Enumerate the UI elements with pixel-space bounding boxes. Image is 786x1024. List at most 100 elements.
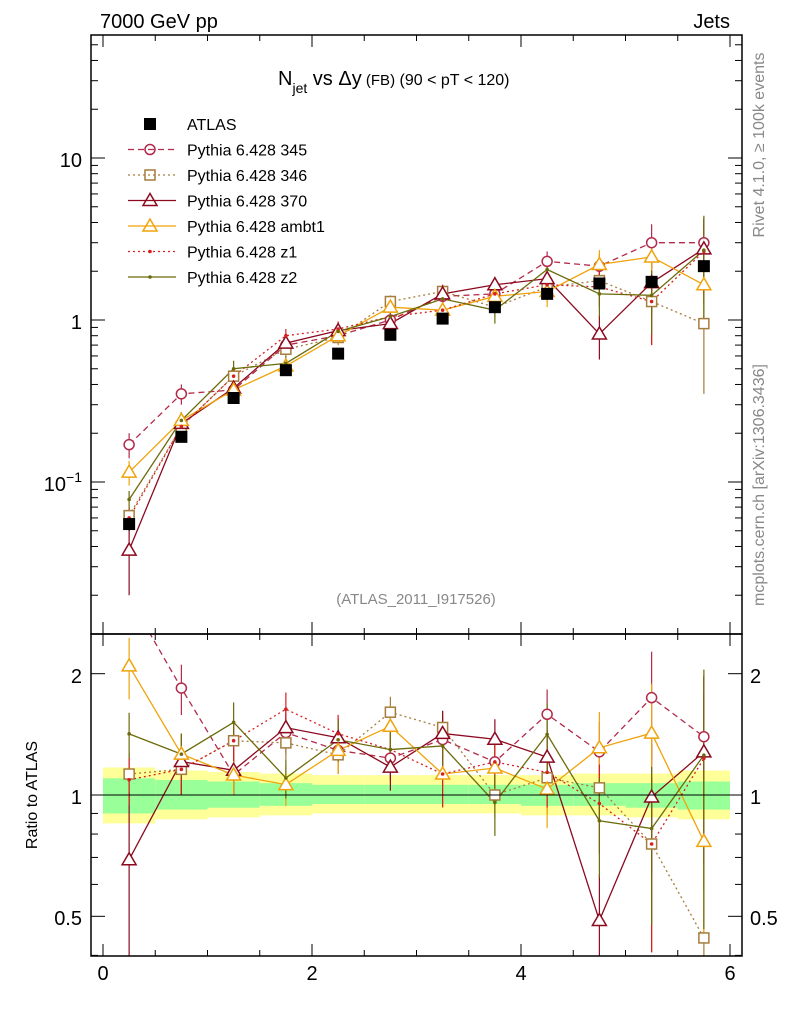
series-point [336,329,340,334]
ratio-point [649,842,654,846]
ratio-point [231,720,236,725]
series-point [277,334,295,349]
ytick-label-main: 1 [71,312,82,334]
data-point [645,275,658,288]
ratio-point [179,767,184,772]
series-point [123,438,135,451]
data-point [175,430,188,443]
legend-label: Pythia 6.428 345 [187,143,307,160]
ratio-point [127,732,131,736]
ratio-point [434,724,451,740]
chart-title: Njet vs Δy (FB) (90 < pT < 120) [278,68,510,96]
ratio-point [336,737,340,742]
ratio-line [128,708,705,845]
ytick-label-ratio: 2 [71,666,82,688]
xtick-label: 4 [515,963,526,985]
series-point [541,255,553,268]
legend-marker [141,217,159,232]
ratio-point [127,777,131,782]
series-point [591,256,608,271]
ratio-point [382,758,399,773]
series-point [120,541,138,556]
ratio-point [123,768,135,780]
legend: ATLAS Pythia 6.428 345 Pythia 6.428 346 Pyt… [128,117,325,287]
series-point [649,293,654,298]
ratio-point [120,657,138,672]
legend-label: Pythia 6.428 z1 [187,245,297,262]
series-point [440,297,445,301]
ratio-point [231,738,236,743]
data-point [279,364,292,377]
ratio-point [277,719,295,734]
ytick-label-ratio-right: 0.5 [750,908,778,930]
ratio-point [702,753,706,757]
ratio-point [593,782,606,794]
analysis-tag: (ATLAS_2011_I917526) [336,591,496,608]
ratio-point [538,780,556,795]
legend-label: ATLAS [187,117,237,134]
mcplots-source-label: mcplots.cern.ch [arXiv:1306.3436] [751,364,768,606]
axis-ticks [91,35,742,956]
data-point [488,301,501,314]
series-line [128,250,705,519]
series-point [120,463,138,478]
ratio-point [277,776,295,791]
ratio-point [175,682,188,694]
series-point [493,292,497,296]
series-point [643,248,660,263]
ratio-point [486,759,504,774]
series-line [128,249,705,500]
ytick-label-main: 10 [60,150,82,172]
series-point [382,298,399,313]
legend-marker [144,118,156,130]
error-bars [128,215,705,956]
ratio-point [541,708,553,721]
ytick-label-ratio-right: 2 [750,666,761,688]
ytick-label-main: 10−1 [44,469,82,496]
series-point [649,299,654,304]
series-lines [128,242,705,939]
ratio-point [384,706,397,718]
ytick-label-ratio-right: 1 [750,787,761,809]
ratio-point [284,776,288,780]
data-point [541,287,554,300]
ratio-point [173,753,190,768]
series-line [128,256,705,473]
series-point [388,314,393,319]
series-point [698,317,710,330]
ratio-point [591,739,608,754]
series-point [591,325,608,340]
data-point [384,328,397,341]
legend-label: Pythia 6.428 z2 [187,270,297,287]
ratio-point [388,747,393,752]
series-point [284,333,288,338]
ratio-point [698,932,710,944]
energy-label: 7000 GeV pp [100,11,218,33]
ratio-point [329,741,347,757]
process-label: Jets [693,11,730,33]
ratio-point [440,744,445,748]
ratio-point [695,832,713,848]
xtick-label: 6 [724,963,735,985]
series-markers [120,118,713,944]
series-point [702,248,706,252]
ratio-point [538,748,556,763]
ratio-point [284,707,288,712]
legend-label: Pythia 6.428 370 [187,194,307,211]
legend-label: Pythia 6.428 ambt1 [187,219,325,236]
xtick-label: 2 [306,963,317,985]
ratio-point [702,756,706,761]
ratio-point [545,732,549,737]
ratio-point [597,818,602,823]
ratio-point [698,730,710,743]
ytick-label-ratio: 0.5 [54,908,82,930]
ratio-point [486,730,504,746]
xtick-label: 0 [97,963,108,985]
band-inner-bin [364,784,417,804]
ratio-point [336,731,340,736]
series-point [179,424,184,429]
series-point [545,267,549,272]
series-point [382,315,399,330]
ratio-line [128,721,705,830]
